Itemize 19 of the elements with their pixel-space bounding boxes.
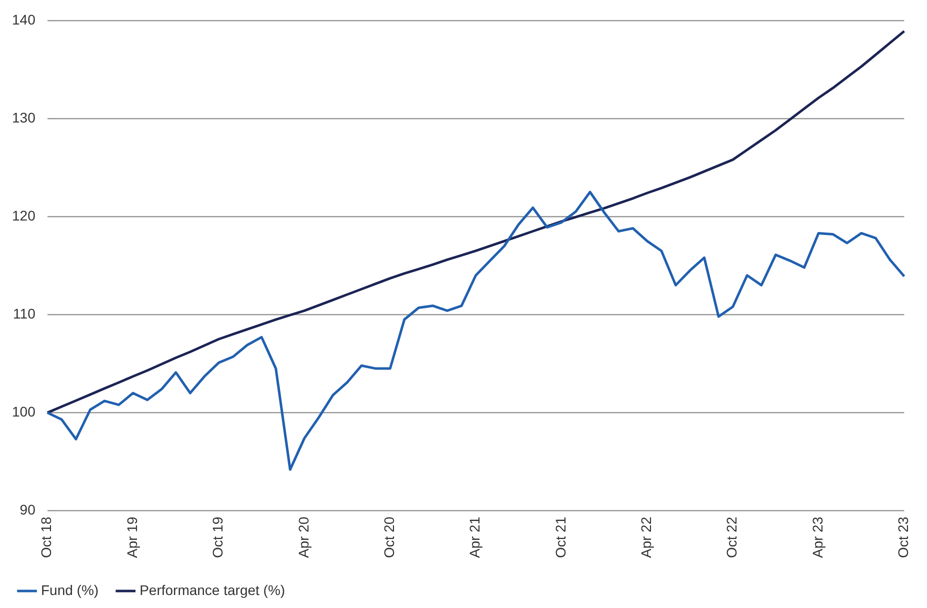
y-tick-label: 90: [20, 502, 36, 518]
x-tick-label: Oct 19: [210, 516, 226, 558]
y-tick-label: 110: [13, 305, 36, 322]
x-tick-label: Oct 18: [38, 516, 54, 558]
x-tick-label: Apr 19: [124, 516, 140, 558]
x-tick-label: Apr 22: [638, 516, 654, 558]
legend-label: Performance target (%): [140, 582, 286, 598]
x-tick-label: Oct 22: [724, 516, 740, 558]
y-tick-label: 100: [12, 404, 36, 420]
y-tick-label: 140: [12, 11, 36, 28]
y-tick-label: 120: [12, 207, 36, 224]
x-tick-label: Oct 20: [380, 516, 397, 558]
x-tick-label: Apr 21: [466, 516, 483, 558]
legend-label: Fund (%): [41, 582, 99, 598]
x-tick-label: Oct 23: [895, 516, 912, 558]
x-tick-label: Apr 23: [809, 516, 826, 558]
y-tick-label: 130: [12, 109, 36, 126]
x-tick-label: Apr 20: [295, 516, 312, 558]
x-tick-label: Oct 21: [552, 516, 568, 558]
